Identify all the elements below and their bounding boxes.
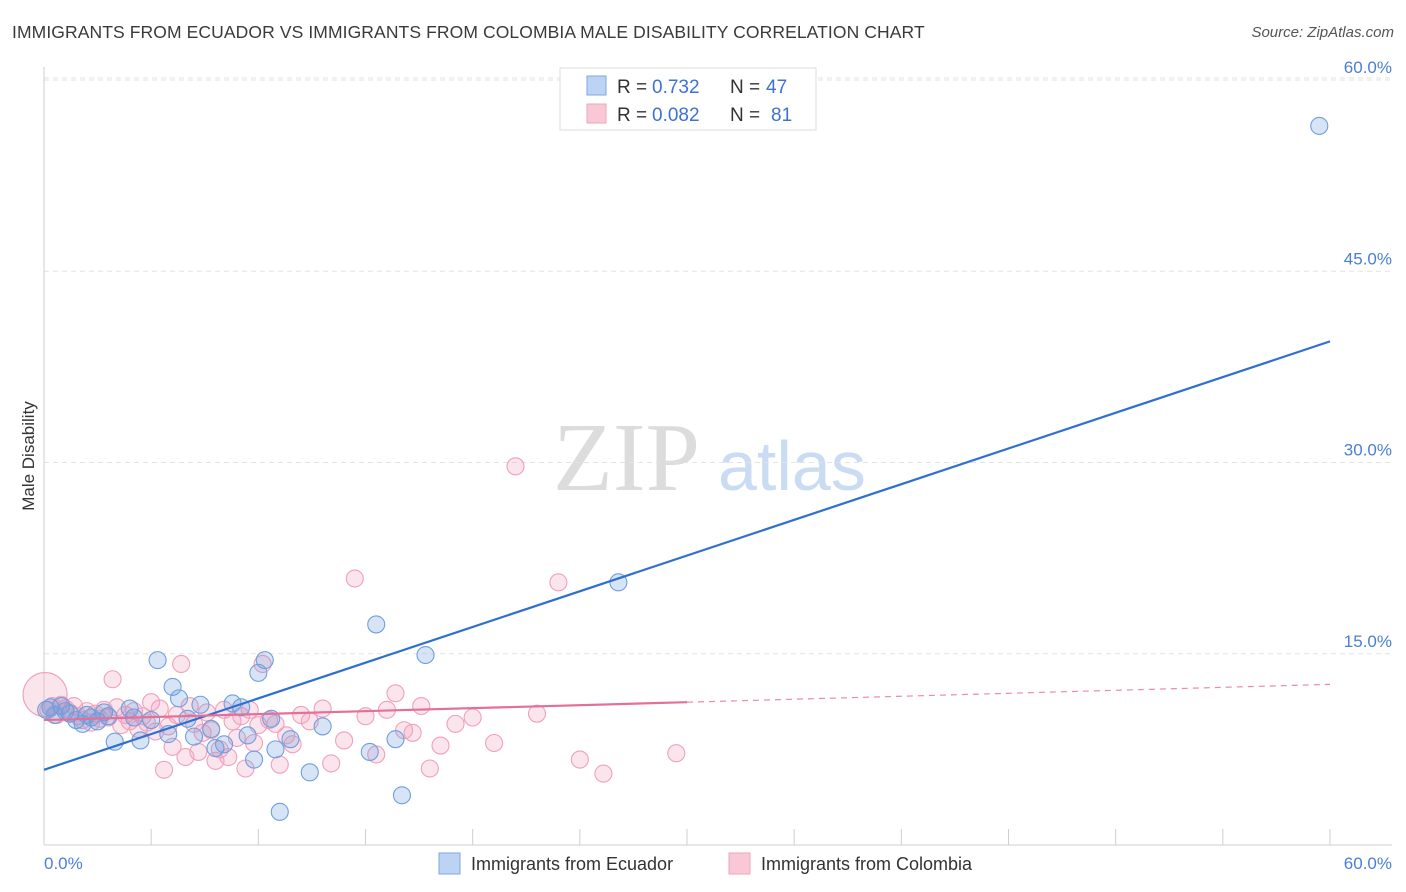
legend-n-label-colombia: N = <box>730 105 760 126</box>
colombia-point <box>412 696 431 716</box>
series-legend-swatch-colombia <box>728 852 751 875</box>
colombia-point <box>345 569 364 588</box>
ecuador-point <box>1310 116 1329 135</box>
ecuador-point <box>206 739 225 758</box>
colombia-point <box>527 704 547 723</box>
watermark: ZIP atlas <box>553 404 866 512</box>
ecuador-point <box>238 726 257 745</box>
ecuador-point <box>191 695 210 714</box>
series-colombia-points <box>22 457 686 783</box>
colombia-point <box>189 742 208 761</box>
ecuador-point <box>360 742 379 761</box>
trendline-colombia-extrapolated <box>686 683 1331 703</box>
watermark-zip: ZIP <box>553 404 700 512</box>
ecuador-point <box>214 735 234 754</box>
colombia-point <box>506 457 525 476</box>
series-legend-swatch-ecuador <box>438 852 461 875</box>
colombia-point <box>322 754 341 773</box>
ecuador-point <box>392 786 411 805</box>
trendline-colombia <box>43 701 688 722</box>
y-axis-label: Male Disability <box>19 401 38 511</box>
colombia-point <box>386 684 405 703</box>
x-axis-ticks <box>43 829 1331 845</box>
colombia-point <box>431 736 450 755</box>
ecuador-point <box>300 763 319 782</box>
colombia-point <box>154 760 174 779</box>
ecuador-point <box>148 651 167 670</box>
colombia-point <box>335 731 354 750</box>
ecuador-point <box>367 615 386 634</box>
colombia-point <box>667 744 686 763</box>
legend-swatch-colombia <box>586 103 607 124</box>
colombia-point <box>570 750 589 769</box>
ecuador-point <box>202 719 221 739</box>
legend-r-value-colombia: 0.082 <box>652 105 700 126</box>
chart-title: IMMIGRANTS FROM ECUADOR VS IMMIGRANTS FR… <box>12 22 925 42</box>
colombia-point <box>485 733 504 753</box>
ecuador-point <box>88 712 107 731</box>
colombia-point <box>313 699 332 718</box>
ecuador-point <box>255 651 274 670</box>
series-legend-label-ecuador: Immigrants from Ecuador <box>471 854 673 874</box>
ecuador-point <box>184 727 204 746</box>
series-legend: Immigrants from Ecuador Immigrants from … <box>438 852 973 875</box>
watermark-atlas: atlas <box>718 427 866 505</box>
colombia-point <box>549 573 568 592</box>
colombia-point <box>463 708 482 727</box>
y-tick-label-2: 45.0% <box>1344 249 1392 268</box>
gridlines <box>44 77 1392 655</box>
legend-r-label-ecuador: R = <box>617 77 647 98</box>
y-tick-label-1: 30.0% <box>1344 441 1392 460</box>
legend-r-label-colombia: R = <box>617 105 647 126</box>
ecuador-point <box>169 689 189 708</box>
ecuador-point <box>163 677 182 696</box>
ecuador-point <box>270 802 289 821</box>
trendline-ecuador <box>43 340 1331 771</box>
y-tick-label-0: 15.0% <box>1344 632 1392 651</box>
ecuador-point <box>313 717 332 736</box>
correlation-legend: R = 0.732 N = 47 R = 0.082 N = 81 <box>559 67 817 131</box>
y-tick-labels: 15.0% 30.0% 45.0% 60.0% <box>1344 58 1392 651</box>
legend-n-label-ecuador: N = <box>730 77 760 98</box>
series-ecuador-points <box>37 116 1329 821</box>
trendlines <box>43 340 1331 771</box>
x-tick-label-min: 0.0% <box>44 854 83 873</box>
colombia-point <box>594 764 613 783</box>
legend-n-value-colombia: 81 <box>771 105 792 126</box>
legend-n-value-ecuador: 47 <box>766 77 787 98</box>
ecuador-point <box>266 740 285 759</box>
legend-swatch-ecuador <box>586 75 607 96</box>
colombia-point <box>420 759 439 778</box>
ecuador-point <box>281 730 300 749</box>
ecuador-point <box>142 710 161 730</box>
colombia-point <box>403 723 422 742</box>
y-tick-label-3: 60.0% <box>1344 58 1392 77</box>
colombia-point <box>103 670 122 689</box>
source-label: Source: ZipAtlas.com <box>1251 24 1394 41</box>
x-tick-label-max: 60.0% <box>1344 854 1392 873</box>
ecuador-point <box>244 750 264 769</box>
legend-r-value-ecuador: 0.732 <box>652 77 700 98</box>
colombia-point <box>223 712 242 731</box>
ecuador-point <box>105 732 124 751</box>
colombia-point <box>270 755 289 774</box>
colombia-point <box>172 654 191 674</box>
colombia-point <box>446 714 465 733</box>
ecuador-point <box>416 645 435 665</box>
ecuador-point <box>99 707 118 726</box>
series-legend-label-colombia: Immigrants from Colombia <box>761 854 973 874</box>
ecuador-point <box>386 730 405 749</box>
